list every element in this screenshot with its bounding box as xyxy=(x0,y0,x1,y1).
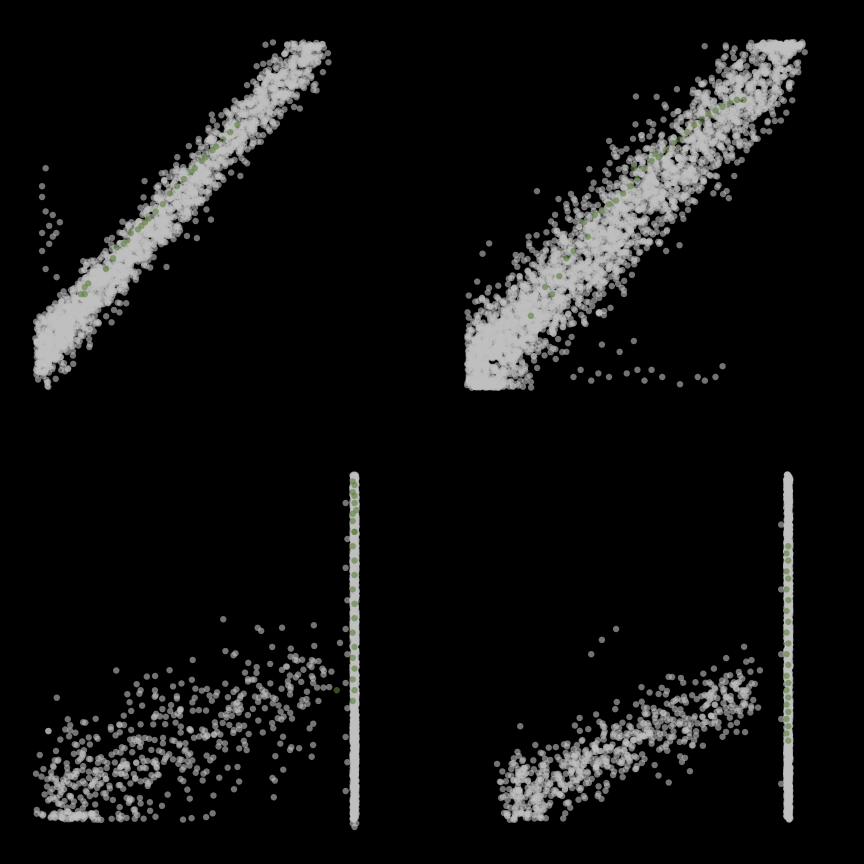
grey-points xyxy=(33,471,360,830)
scatter-plot xyxy=(432,0,864,432)
scatter-panel-bottom-right xyxy=(432,432,864,864)
scatter-panel-top-right xyxy=(432,0,864,432)
scatter-panel-bottom-left xyxy=(0,432,432,864)
grey-points xyxy=(32,39,332,390)
grey-points xyxy=(464,39,808,391)
scatter-plot xyxy=(0,432,432,864)
scatter-plot xyxy=(0,0,432,432)
grey-points xyxy=(494,471,794,823)
chart-grid xyxy=(0,0,864,864)
scatter-plot xyxy=(432,432,864,864)
scatter-panel-top-left xyxy=(0,0,432,432)
